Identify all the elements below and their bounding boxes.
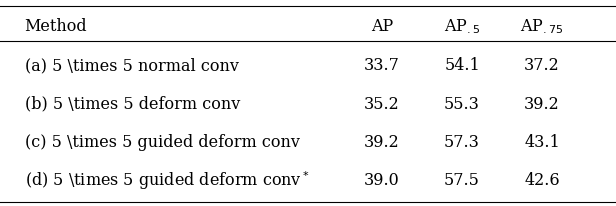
Text: AP: AP: [371, 18, 393, 35]
Text: AP$_{.75}$: AP$_{.75}$: [521, 18, 564, 36]
Text: (b) 5 \times 5 deform conv: (b) 5 \times 5 deform conv: [25, 96, 240, 112]
Text: (d) 5 \times 5 guided deform conv$^*$: (d) 5 \times 5 guided deform conv$^*$: [25, 169, 309, 192]
Text: 57.5: 57.5: [444, 172, 480, 189]
Text: 33.7: 33.7: [364, 57, 400, 74]
Text: 37.2: 37.2: [524, 57, 560, 74]
Text: 54.1: 54.1: [444, 57, 480, 74]
Text: (a) 5 \times 5 normal conv: (a) 5 \times 5 normal conv: [25, 57, 238, 74]
Text: 55.3: 55.3: [444, 96, 480, 112]
Text: (c) 5 \times 5 guided deform conv: (c) 5 \times 5 guided deform conv: [25, 134, 299, 151]
Text: 43.1: 43.1: [524, 134, 560, 151]
Text: 39.2: 39.2: [524, 96, 560, 112]
Text: 57.3: 57.3: [444, 134, 480, 151]
Text: 39.2: 39.2: [364, 134, 400, 151]
Text: Method: Method: [25, 18, 87, 35]
Text: 35.2: 35.2: [364, 96, 400, 112]
Text: AP$_{.5}$: AP$_{.5}$: [444, 18, 480, 36]
Text: 39.0: 39.0: [364, 172, 400, 189]
Text: 42.6: 42.6: [524, 172, 560, 189]
